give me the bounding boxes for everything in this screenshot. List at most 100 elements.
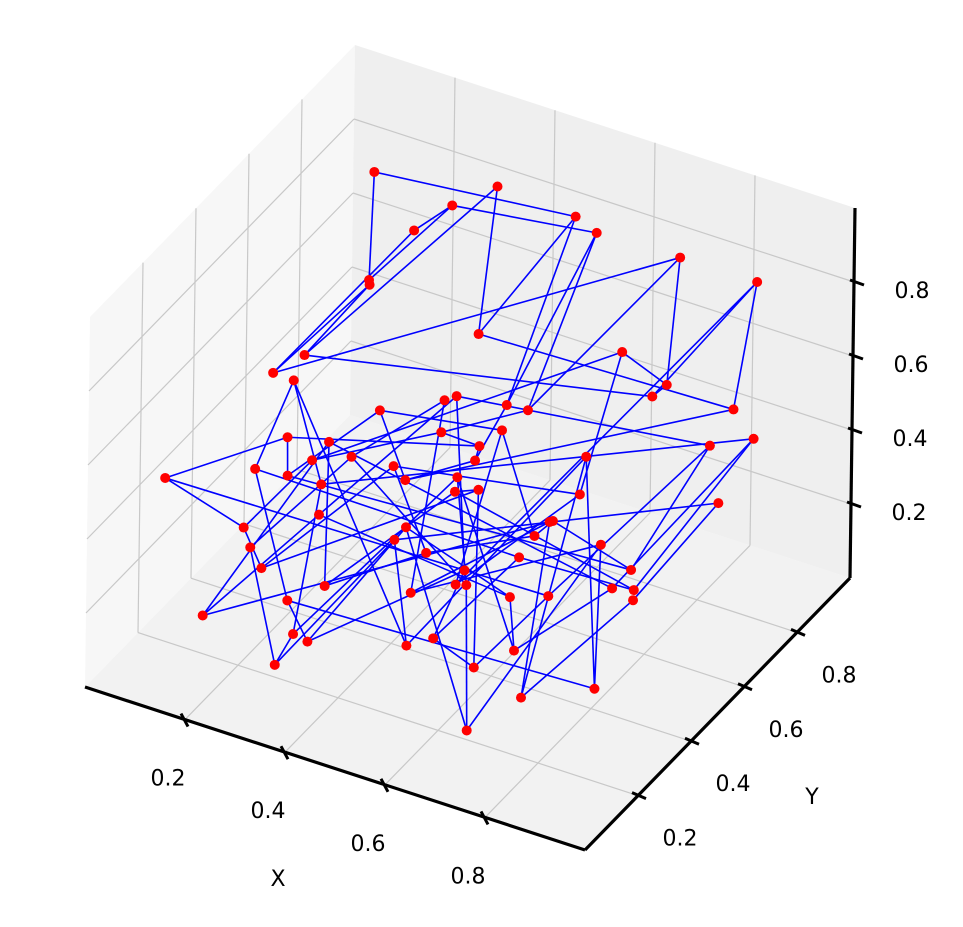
- edge: [413, 204, 453, 232]
- edge: [520, 456, 587, 698]
- node: [302, 636, 313, 647]
- edge: [350, 456, 467, 586]
- edge: [164, 436, 288, 479]
- node: [400, 475, 411, 486]
- node: [544, 517, 555, 528]
- node: [474, 441, 485, 452]
- edge: [304, 354, 653, 398]
- node: [409, 225, 420, 236]
- node: [748, 433, 759, 444]
- edge: [405, 459, 476, 481]
- grid-line: [549, 110, 556, 481]
- edge: [261, 489, 479, 569]
- node: [388, 461, 399, 472]
- node: [346, 451, 357, 462]
- edge: [651, 281, 758, 398]
- node: [647, 391, 658, 402]
- edge: [164, 477, 549, 597]
- edge: [292, 380, 323, 485]
- node: [591, 227, 602, 238]
- node: [570, 211, 581, 222]
- node: [504, 592, 515, 603]
- node: [595, 539, 606, 550]
- edge: [405, 527, 468, 731]
- tick-mark: [847, 426, 863, 435]
- node: [374, 405, 385, 416]
- node: [626, 564, 637, 575]
- edge: [287, 599, 595, 690]
- edge: [307, 569, 465, 643]
- z-tick-label: 0.6: [894, 353, 929, 378]
- tick-mark: [848, 352, 864, 361]
- edge: [243, 459, 313, 529]
- node: [282, 432, 293, 443]
- edge: [478, 333, 734, 411]
- node: [451, 391, 462, 402]
- edge: [374, 171, 576, 218]
- grid-line: [296, 99, 303, 470]
- edge: [303, 284, 371, 356]
- grid-line: [449, 77, 456, 448]
- node: [728, 404, 739, 415]
- edge: [410, 521, 550, 594]
- y-axis-line: [583, 576, 852, 852]
- node: [470, 455, 481, 466]
- node: [269, 659, 280, 670]
- edge: [393, 539, 408, 646]
- z-tick-label: 0.8: [895, 279, 930, 304]
- edge: [272, 256, 681, 374]
- node: [256, 563, 267, 574]
- node: [509, 645, 519, 656]
- grid-line: [284, 479, 551, 753]
- node: [324, 436, 335, 447]
- grid-line: [87, 192, 354, 466]
- edge: [506, 232, 598, 406]
- edge: [274, 539, 395, 666]
- node: [428, 633, 439, 644]
- edge: [293, 380, 408, 646]
- node: [449, 486, 460, 497]
- axes: [84, 207, 865, 852]
- edge: [441, 409, 529, 434]
- edge: [456, 476, 515, 651]
- node: [516, 692, 526, 703]
- node: [319, 580, 330, 591]
- edge: [432, 556, 520, 639]
- node: [364, 279, 375, 290]
- edge: [393, 465, 580, 496]
- node: [473, 484, 484, 495]
- edge: [323, 441, 330, 586]
- node: [574, 489, 585, 500]
- x-axis-label: X: [270, 867, 285, 892]
- z-tick-label: 0.2: [892, 501, 927, 526]
- node: [501, 400, 512, 411]
- edge: [328, 441, 613, 590]
- edge: [287, 474, 632, 571]
- edge: [202, 520, 554, 617]
- node: [282, 470, 293, 481]
- node: [461, 725, 472, 736]
- tick-mark: [849, 278, 865, 287]
- node: [421, 547, 432, 558]
- edge: [632, 502, 719, 601]
- edge: [466, 544, 602, 731]
- edge: [379, 410, 407, 481]
- edge: [254, 380, 295, 470]
- node: [282, 595, 293, 606]
- node: [405, 587, 416, 598]
- edge: [303, 185, 499, 356]
- edge: [351, 399, 445, 458]
- grid-line: [353, 118, 855, 283]
- grid-line: [351, 266, 853, 431]
- edge: [520, 599, 634, 699]
- node: [452, 472, 463, 483]
- node: [752, 277, 763, 288]
- node: [299, 350, 310, 361]
- node: [314, 509, 324, 520]
- x-axis-line: [84, 685, 586, 852]
- node: [389, 534, 400, 545]
- edge: [477, 216, 577, 335]
- edge: [249, 456, 353, 548]
- edge: [368, 171, 376, 281]
